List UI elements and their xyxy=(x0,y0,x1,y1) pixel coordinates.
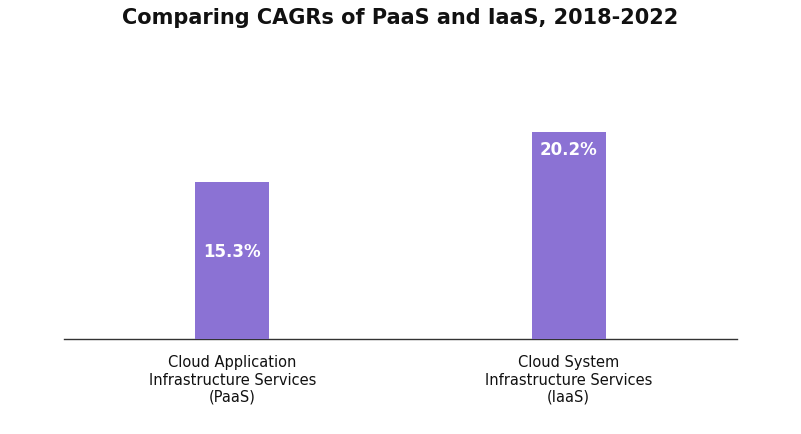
Text: 20.2%: 20.2% xyxy=(540,141,598,159)
Title: Comparing CAGRs of PaaS and IaaS, 2018-2022: Comparing CAGRs of PaaS and IaaS, 2018-2… xyxy=(123,8,678,28)
Bar xyxy=(532,132,606,339)
Text: 15.3%: 15.3% xyxy=(203,243,261,261)
Bar xyxy=(195,182,269,339)
